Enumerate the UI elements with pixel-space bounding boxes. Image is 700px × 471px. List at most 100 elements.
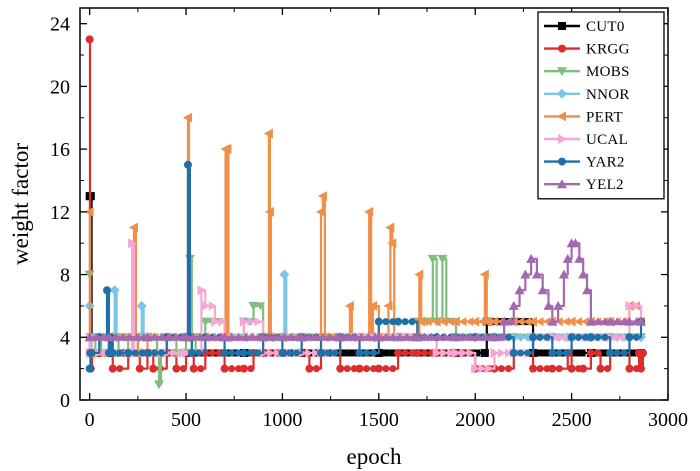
segment-marker-yar2 xyxy=(504,333,512,341)
point-krgg-12 xyxy=(172,364,181,373)
segment-marker-ucal xyxy=(440,348,449,358)
segment-marker-yel2 xyxy=(234,332,244,341)
segment-marker-krgg xyxy=(555,365,563,373)
plot-frame xyxy=(79,7,669,401)
legend-marker-krgg xyxy=(558,44,566,53)
segment-marker-ucal xyxy=(208,301,217,311)
point-ucal-26 xyxy=(451,347,461,358)
point-pert-39 xyxy=(385,222,395,233)
legend-item-nnor: NNOR xyxy=(544,87,629,103)
point-krgg-28 xyxy=(413,348,422,357)
segment-marker-ucal xyxy=(478,364,487,374)
legend-box xyxy=(537,11,665,200)
point-krgg-14 xyxy=(189,364,198,373)
segment-marker-ucal xyxy=(170,348,179,358)
segment-marker-yel2 xyxy=(248,332,258,341)
y-tick-label-0: 0 xyxy=(60,390,70,412)
point-ucal-12 xyxy=(201,300,211,311)
segment-marker-yel2 xyxy=(440,332,450,341)
segment-marker-ucal xyxy=(620,332,629,342)
segment-marker-ucal xyxy=(266,348,275,358)
point-pert-28 xyxy=(317,191,327,202)
point-ucal-10 xyxy=(182,347,192,358)
segment-marker-krgg xyxy=(604,365,612,373)
point-yel2-9 xyxy=(412,332,423,342)
segment-marker-yar2 xyxy=(620,349,628,357)
point-yar2-0 xyxy=(85,364,94,373)
point-pert-0 xyxy=(84,206,94,217)
point-ucal-11 xyxy=(197,285,207,296)
point-yar2-4 xyxy=(102,286,111,295)
segment-marker-pert xyxy=(465,317,474,327)
point-krgg-22 xyxy=(305,364,314,373)
segment-marker-krgg xyxy=(228,365,236,373)
point-yar2-34 xyxy=(567,333,576,342)
segment-marker-yar2 xyxy=(331,349,339,357)
point-yel2-22 xyxy=(558,269,569,279)
point-pert-49 xyxy=(479,269,489,280)
segment-marker-yel2 xyxy=(402,332,412,341)
segment-marker-ucal xyxy=(312,348,321,358)
segment-marker-krgg xyxy=(504,365,512,373)
point-mobs-33 xyxy=(427,254,438,264)
point-krgg-38 xyxy=(579,364,588,373)
legend-marker-yel2 xyxy=(557,179,567,189)
point-yar2-9 xyxy=(143,348,152,357)
point-yel2-21 xyxy=(553,300,564,310)
point-yel2-31 xyxy=(624,316,635,326)
legend-label-pert: PERT xyxy=(586,109,623,125)
segment-marker-cut0 xyxy=(340,349,348,357)
segment-marker-yel2 xyxy=(506,317,516,326)
point-pert-47 xyxy=(450,316,460,327)
segment-marker-yel2 xyxy=(318,332,328,341)
x-axis-title: epoch xyxy=(347,444,402,469)
point-yel2-26 xyxy=(574,253,585,263)
segment-marker-ucal xyxy=(273,348,282,358)
segment-marker-yar2 xyxy=(382,318,390,326)
segment-marker-krgg xyxy=(116,365,124,373)
segment-marker-krgg xyxy=(382,365,390,373)
point-mobs-35 xyxy=(437,254,448,264)
point-yel2-5 xyxy=(258,332,269,342)
point-yar2-33 xyxy=(548,348,557,357)
point-nnor-5 xyxy=(109,285,120,296)
point-krgg-0 xyxy=(85,35,94,44)
point-yar2-8 xyxy=(124,348,133,357)
legend-label-ucal: UCAL xyxy=(586,132,628,148)
segment-marker-yel2 xyxy=(479,332,489,341)
segment-marker-yel2 xyxy=(132,332,142,341)
segment-marker-cut0 xyxy=(536,349,544,357)
segment-marker-pert xyxy=(458,317,467,327)
legend-item-cut0: CUT0 xyxy=(544,19,624,35)
legend-marker-pert xyxy=(557,111,566,122)
point-pert-27 xyxy=(315,206,325,217)
segment-marker-yar2 xyxy=(363,349,371,357)
point-yel2-27 xyxy=(578,269,589,279)
point-yar2-14 xyxy=(187,348,196,357)
segment-marker-ucal xyxy=(466,348,475,358)
point-pert-38 xyxy=(383,300,393,311)
point-yel2-11 xyxy=(489,332,500,342)
point-pert-40 xyxy=(387,238,397,249)
point-ucal-15 xyxy=(239,316,249,327)
segment-marker-ucal xyxy=(562,332,571,342)
segment-marker-yel2 xyxy=(170,332,180,341)
legend-item-ucal: UCAL xyxy=(544,132,628,148)
legend-item-krgg: KRGG xyxy=(544,42,629,58)
segment-marker-yar2 xyxy=(195,349,203,357)
segment-marker-cut0 xyxy=(347,349,355,357)
point-mobs-19 xyxy=(200,317,211,327)
point-pert-54 xyxy=(528,316,538,327)
x-tick-label-6: 3000 xyxy=(648,409,688,431)
segment-marker-yar2 xyxy=(247,349,255,357)
legend-marker-mobs xyxy=(557,67,567,77)
point-ucal-13 xyxy=(210,316,220,327)
point-mobs-22 xyxy=(248,301,259,311)
segment-marker-cut0 xyxy=(578,349,586,357)
segment-marker-yel2 xyxy=(458,332,468,341)
segment-marker-yel2 xyxy=(156,332,166,341)
point-krgg-35 xyxy=(548,364,557,373)
point-yel2-8 xyxy=(373,332,384,342)
segment-marker-krgg xyxy=(179,365,187,373)
point-yel2-13 xyxy=(508,300,519,310)
